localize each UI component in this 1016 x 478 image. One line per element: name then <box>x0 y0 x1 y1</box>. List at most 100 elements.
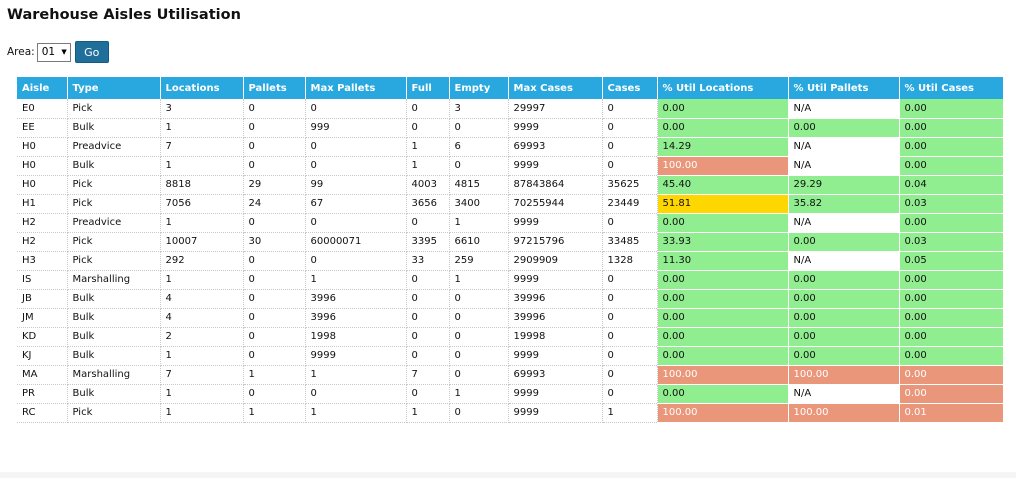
cell-empty: 0 <box>449 308 509 328</box>
cell-util-pallets: 0.00 <box>788 270 900 290</box>
cell-empty: 1 <box>449 213 509 233</box>
cell-empty: 1 <box>449 384 509 404</box>
cell-aisle: E0 <box>17 99 68 119</box>
cell-util-pallets: N/A <box>788 213 900 233</box>
cell-util-locations: 45.40 <box>657 175 789 195</box>
column-header-pallets[interactable]: Pallets <box>243 77 306 99</box>
cell-type: Marshalling <box>67 270 161 290</box>
column-header-max-cases[interactable]: Max Cases <box>508 77 603 99</box>
cell-max-pallets: 999 <box>305 118 407 138</box>
table-row: KD Bulk 2 0 1998 0 0 19998 0 0.00 0.00 0.00 <box>17 327 1004 347</box>
cell-util-cases: 0.00 <box>899 137 1004 157</box>
cell-empty: 4815 <box>449 175 509 195</box>
cell-empty: 0 <box>449 365 509 385</box>
cell-locations: 10007 <box>160 232 244 252</box>
cell-pallets: 0 <box>243 118 306 138</box>
cell-util-cases: 0.00 <box>899 346 1004 366</box>
table-header-row: Aisle Type Locations Pallets Max Pallets… <box>17 77 1004 99</box>
column-header-util-locations[interactable]: % Util Locations <box>657 77 789 99</box>
column-header-type[interactable]: Type <box>67 77 161 99</box>
cell-max-cases: 9999 <box>508 118 603 138</box>
cell-cases: 0 <box>602 346 658 366</box>
area-select[interactable]: 01 ▼ <box>36 42 71 62</box>
cell-max-pallets: 0 <box>305 384 407 404</box>
column-header-util-pallets[interactable]: % Util Pallets <box>788 77 900 99</box>
table-row: JB Bulk 4 0 3996 0 0 39996 0 0.00 0.00 0.00 <box>17 289 1004 309</box>
cell-util-pallets: 29.29 <box>788 175 900 195</box>
cell-empty: 3400 <box>449 194 509 214</box>
cell-util-cases: 0.00 <box>899 213 1004 233</box>
cell-aisle: H0 <box>17 156 68 176</box>
cell-empty: 0 <box>449 156 509 176</box>
cell-max-cases: 39996 <box>508 308 603 328</box>
cell-max-cases: 97215796 <box>508 232 603 252</box>
cell-max-cases: 9999 <box>508 384 603 404</box>
cell-max-cases: 69993 <box>508 137 603 157</box>
cell-locations: 4 <box>160 308 244 328</box>
table-row: JM Bulk 4 0 3996 0 0 39996 0 0.00 0.00 0.00 <box>17 308 1004 328</box>
table-row: PR Bulk 1 0 0 0 1 9999 0 0.00 N/A 0.00 <box>17 384 1004 404</box>
cell-util-cases: 0.00 <box>899 270 1004 290</box>
cell-cases: 1 <box>602 403 658 423</box>
cell-cases: 23449 <box>602 194 658 214</box>
go-button[interactable]: Go <box>74 41 109 63</box>
cell-cases: 0 <box>602 137 658 157</box>
column-header-max-pallets[interactable]: Max Pallets <box>305 77 407 99</box>
cell-locations: 1 <box>160 384 244 404</box>
cell-aisle: KJ <box>17 346 68 366</box>
cell-locations: 4 <box>160 289 244 309</box>
column-header-empty[interactable]: Empty <box>449 77 509 99</box>
cell-full: 1 <box>406 156 450 176</box>
cell-type: Pick <box>67 194 161 214</box>
cell-full: 0 <box>406 270 450 290</box>
area-filter: Area: 01 ▼ Go <box>7 41 109 63</box>
column-header-locations[interactable]: Locations <box>160 77 244 99</box>
cell-max-pallets: 0 <box>305 156 407 176</box>
table-row: EE Bulk 1 0 999 0 0 9999 0 0.00 0.00 0.00 <box>17 118 1004 138</box>
cell-max-cases: 39996 <box>508 289 603 309</box>
cell-cases: 0 <box>602 118 658 138</box>
cell-type: Pick <box>67 232 161 252</box>
cell-pallets: 0 <box>243 137 306 157</box>
cell-max-cases: 87843864 <box>508 175 603 195</box>
cell-full: 4003 <box>406 175 450 195</box>
cell-cases: 0 <box>602 99 658 119</box>
cell-util-locations: 100.00 <box>657 403 789 423</box>
cell-util-cases: 0.03 <box>899 194 1004 214</box>
cell-cases: 0 <box>602 156 658 176</box>
cell-type: Pick <box>67 175 161 195</box>
cell-util-cases: 0.00 <box>899 118 1004 138</box>
cell-aisle: KD <box>17 327 68 347</box>
column-header-full[interactable]: Full <box>406 77 450 99</box>
cell-util-locations: 33.93 <box>657 232 789 252</box>
table-row: H2 Pick 10007 30 60000071 3395 6610 97215796 334… <box>17 232 1004 252</box>
column-header-util-cases[interactable]: % Util Cases <box>899 77 1004 99</box>
cell-type: Bulk <box>67 346 161 366</box>
cell-max-pallets: 0 <box>305 99 407 119</box>
table-row: MA Marshalling 7 1 1 7 0 69993 0 100.00 100.00 0.00 <box>17 365 1004 385</box>
table-row: E0 Pick 3 0 0 0 3 29997 0 0.00 N/A 0.00 <box>17 99 1004 119</box>
column-header-cases[interactable]: Cases <box>602 77 658 99</box>
column-header-aisle[interactable]: Aisle <box>17 77 68 99</box>
cell-util-locations: 0.00 <box>657 118 789 138</box>
cell-pallets: 24 <box>243 194 306 214</box>
cell-aisle: H0 <box>17 137 68 157</box>
table-row: RC Pick 1 1 1 1 0 9999 1 100.00 100.00 0.01 <box>17 403 1004 423</box>
cell-empty: 0 <box>449 346 509 366</box>
cell-util-pallets: N/A <box>788 384 900 404</box>
cell-util-locations: 0.00 <box>657 213 789 233</box>
cell-max-pallets: 1 <box>305 365 407 385</box>
cell-empty: 1 <box>449 270 509 290</box>
cell-util-pallets: N/A <box>788 99 900 119</box>
cell-pallets: 30 <box>243 232 306 252</box>
cell-aisle: H3 <box>17 251 68 271</box>
cell-max-cases: 9999 <box>508 156 603 176</box>
cell-max-pallets: 1 <box>305 403 407 423</box>
cell-util-cases: 0.00 <box>899 308 1004 328</box>
cell-util-locations: 14.29 <box>657 137 789 157</box>
table-row: H1 Pick 7056 24 67 3656 3400 70255944 23449 51.81… <box>17 194 1004 214</box>
cell-locations: 292 <box>160 251 244 271</box>
cell-max-cases: 9999 <box>508 403 603 423</box>
cell-util-cases: 0.00 <box>899 327 1004 347</box>
